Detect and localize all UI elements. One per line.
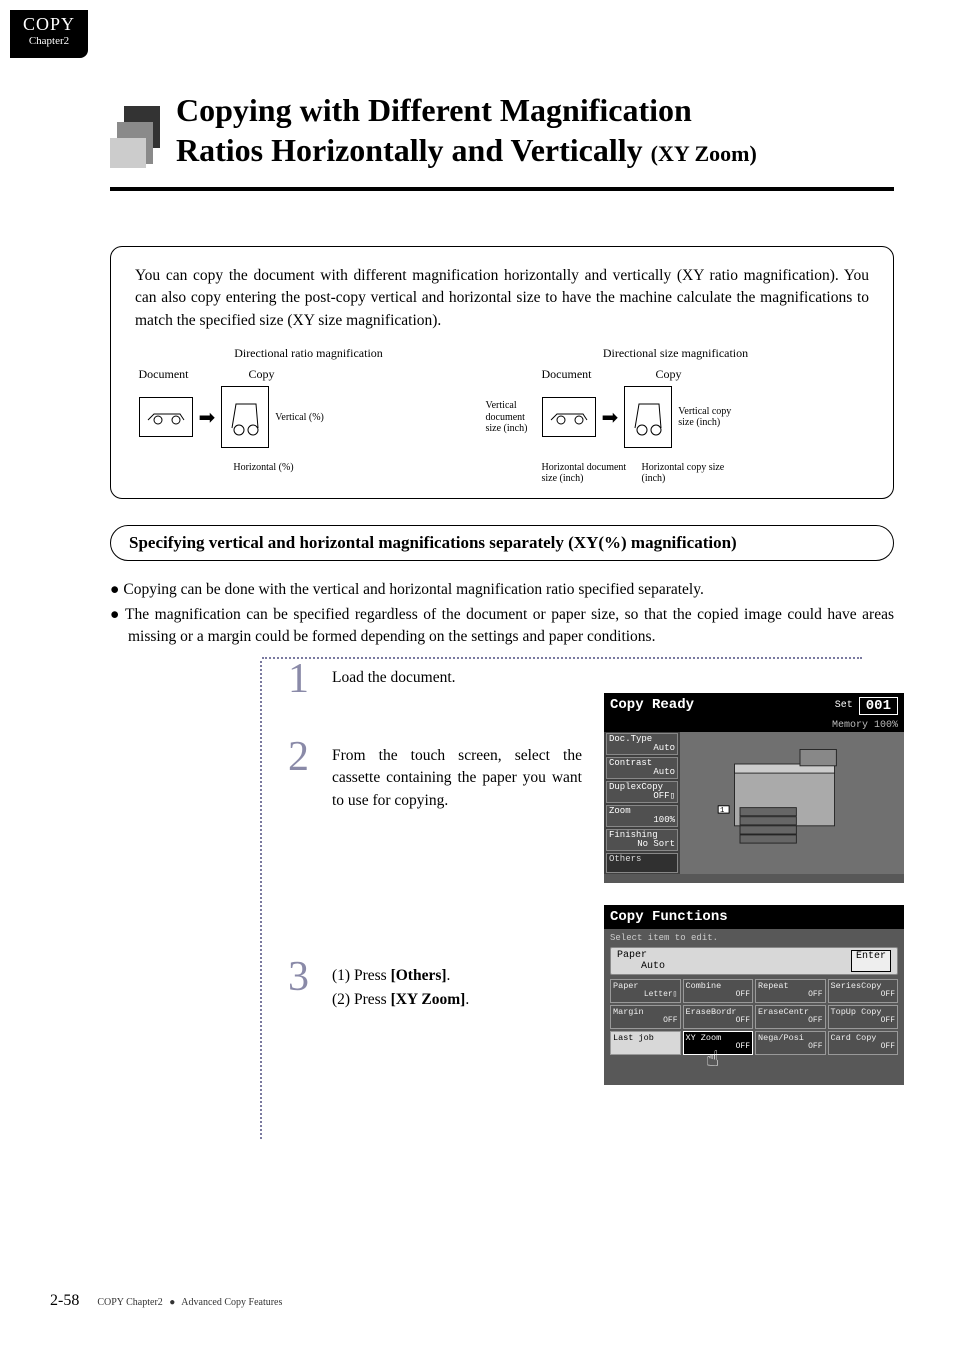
intro-text: You can copy the document with different… [135, 265, 869, 332]
bullet-item: Copying can be done with the vertical an… [110, 579, 894, 601]
title-line2-main: Ratios Horizontally and Vertically [176, 132, 651, 168]
scr2-paper-row[interactable]: Paper Auto Enter [610, 947, 898, 975]
s3-l2a: (2) Press [332, 991, 391, 1008]
scr2-paper-val: Auto [641, 961, 665, 972]
s3-l1a: (1) Press [332, 967, 391, 984]
scr1-count: 001 [859, 697, 898, 715]
diag-right-doc-label: Document [542, 367, 616, 382]
scr2-sub: Select item to edit. [610, 933, 898, 943]
diag-left-horiz-label: Horizontal (%) [199, 462, 329, 473]
svg-text:1: 1 [720, 807, 725, 815]
diagram-row: Directional ratio magnification Document… [135, 346, 869, 484]
tab-subtitle: Chapter2 [10, 35, 88, 47]
diag-right-horizdoc-label: Horizontal document size (inch) [542, 462, 642, 484]
scr2-function-cell[interactable]: EraseBordrOFF [683, 1005, 754, 1029]
scr2-function-cell[interactable]: MarginOFF [610, 1005, 681, 1029]
scr1-left-menu: Doc.TypeAutoContrastAutoDuplexCopyOFF▯Zo… [604, 732, 680, 874]
diag-right-copy-label: Copy [656, 367, 682, 382]
scr1-menu-item[interactable]: FinishingNo Sort [606, 829, 678, 851]
tab-title: COPY [10, 14, 88, 35]
s3-l2c: . [465, 991, 469, 1008]
scr2-function-cell[interactable]: Last job [610, 1031, 681, 1055]
scr2-function-cell[interactable]: TopUp CopyOFF [828, 1005, 899, 1029]
diag-left-doc-box [139, 397, 193, 437]
diag-left-doc-label: Document [139, 367, 209, 382]
scr2-function-cell[interactable]: PaperLetter▯ [610, 979, 681, 1003]
bullet-list: Copying can be done with the vertical an… [110, 579, 894, 648]
scr2-function-grid: PaperLetter▯CombineOFFRepeatOFFSeriesCop… [610, 979, 898, 1055]
diag-right-doc-box [542, 397, 596, 437]
s3-l1c: . [447, 967, 451, 984]
scr1-menu-item[interactable]: Zoom100% [606, 805, 678, 827]
scr1-menu-item[interactable]: Doc.TypeAuto [606, 733, 678, 755]
scr1-copier-preview: 1 [680, 732, 904, 874]
footer-crumb-a: COPY Chapter2 [97, 1297, 162, 1308]
page-number: 2-58 [50, 1292, 79, 1310]
step-1-text: Load the document. [332, 661, 582, 689]
page-footer: 2-58 COPY Chapter2 ● Advanced Copy Featu… [50, 1292, 282, 1310]
diag-right-copy-box [624, 386, 672, 448]
scr1-set: Set [835, 700, 853, 711]
scr2-function-cell[interactable]: CombineOFF [683, 979, 754, 1003]
intro-box: You can copy the document with different… [110, 246, 894, 499]
diag-left-copy-label: Copy [249, 367, 275, 382]
scr2-paper-label: Paper [617, 950, 647, 961]
diagram-left: Directional ratio magnification Document… [139, 346, 479, 484]
scr2-enter-button[interactable]: Enter [851, 950, 891, 972]
footer-dot-icon: ● [169, 1297, 175, 1308]
title-line2-sub: (XY Zoom) [651, 141, 757, 166]
diag-left-title: Directional ratio magnification [139, 346, 479, 361]
diag-right-vertcopy-label: Vertical copy size (inch) [678, 406, 740, 429]
scr2-function-cell[interactable]: SeriesCopyOFF [828, 979, 899, 1003]
s3-l1b: [Others] [391, 967, 447, 984]
scr2-function-cell[interactable]: Card CopyOFF [828, 1031, 899, 1055]
scr1-menu-item[interactable]: Others [606, 853, 678, 873]
diagram-right: Directional size magnification Document … [486, 346, 866, 484]
scr2-function-cell[interactable]: Nega/PosiOFF [755, 1031, 826, 1055]
scr2-function-cell[interactable]: EraseCentrOFF [755, 1005, 826, 1029]
arrow-icon: ➡ [602, 405, 619, 430]
step-3-num: 3 [288, 959, 324, 997]
page-title-block: Copying with Different Magnification Rat… [110, 90, 894, 173]
step-1-num: 1 [288, 661, 324, 699]
arrow-icon: ➡ [199, 405, 216, 430]
diag-right-vertdoc-label: Vertical document size (inch) [486, 400, 542, 435]
diag-left-vert-label: Vertical (%) [275, 412, 337, 424]
scr1-menu-item[interactable]: DuplexCopyOFF▯ [606, 781, 678, 803]
diag-left-copy-box [221, 386, 269, 448]
step-2-num: 2 [288, 739, 324, 777]
diag-right-horizcopy-label: Horizontal copy size (inch) [642, 462, 732, 484]
scr1-title: Copy Ready [610, 697, 694, 715]
footer-crumb-b: Advanced Copy Features [181, 1297, 282, 1308]
chapter-tab: COPY Chapter2 [10, 10, 88, 58]
diag-right-title: Directional size magnification [486, 346, 866, 361]
scr2-function-cell[interactable]: RepeatOFF [755, 979, 826, 1003]
touchscreen-copy-ready: Copy Ready Set 001 Memory 100% Doc.TypeA… [604, 693, 904, 883]
steps-region: 1 Load the document. 2 From the touch sc… [260, 661, 894, 1139]
bullet-item: The magnification can be specified regar… [110, 604, 894, 649]
title-icon [110, 100, 164, 173]
step-2-text: From the touch screen, select the casset… [332, 739, 582, 812]
page-title-line1: Copying with Different Magnification [176, 90, 757, 130]
pointer-hand-icon: ☝ [706, 1047, 719, 1073]
scr1-menu-item[interactable]: ContrastAuto [606, 757, 678, 779]
step-3-text: (1) Press [Others]. (2) Press [XY Zoom]. [332, 959, 582, 1014]
touchscreen-copy-functions: Copy Functions Select item to edit. Pape… [604, 905, 904, 1085]
s3-l2b: [XY Zoom] [391, 991, 466, 1008]
dotted-line [262, 657, 862, 659]
scr1-memory: Memory 100% [604, 719, 904, 732]
title-rule [110, 187, 894, 191]
scr2-title: Copy Functions [610, 909, 728, 925]
page-title-line2: Ratios Horizontally and Vertically (XY Z… [176, 130, 757, 170]
section-header: Specifying vertical and horizontal magni… [110, 525, 894, 561]
